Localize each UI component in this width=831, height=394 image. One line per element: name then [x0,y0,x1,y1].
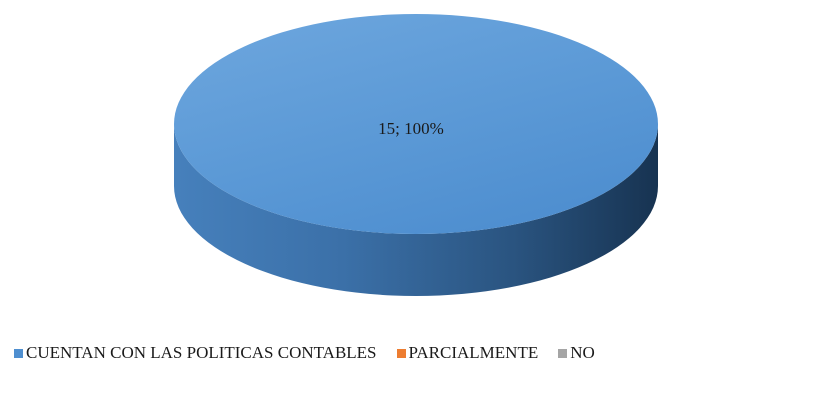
legend-item-no: NO [558,341,595,365]
legend-swatch [396,348,406,358]
legend-label: NO [570,343,595,362]
legend-label: CUENTAN CON LAS POLITICAS CONTABLES [26,343,377,362]
legend-label: PARCIALMENTE [408,343,539,362]
legend-swatch [558,348,568,358]
legend: CUENTAN CON LAS POLITICAS CONTABLES PARC… [14,341,595,365]
legend-item-cuentan: CUENTAN CON LAS POLITICAS CONTABLES [14,341,377,365]
pie-slice-cuentan-con-las-politicas-contables [174,14,658,234]
legend-item-parcialmente: PARCIALMENTE [396,341,539,365]
legend-swatch [14,348,23,358]
pie-slice-side [174,124,658,296]
data-label-slice-1: 15; 100% [378,119,444,138]
